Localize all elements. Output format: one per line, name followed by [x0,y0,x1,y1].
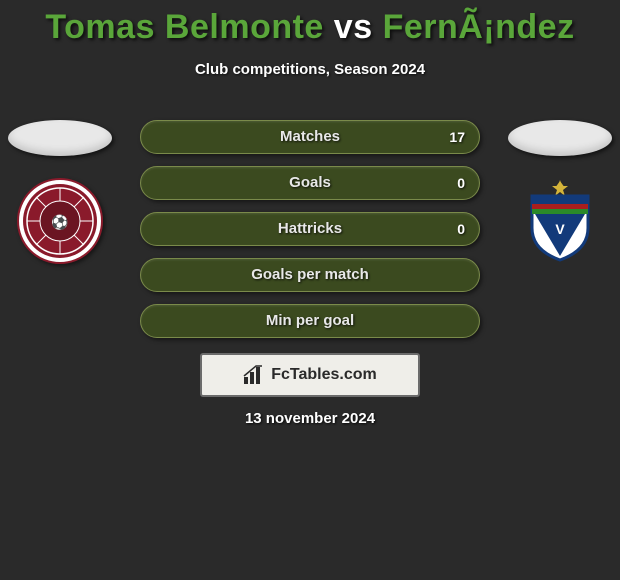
page-title: Tomas Belmonte vs FernÃ¡ndez [0,0,620,47]
svg-text:⚽: ⚽ [50,214,68,231]
stat-row-goals: Goals 0 [140,166,480,200]
branding-box[interactable]: FcTables.com [200,353,420,397]
player-left-avatar-placeholder [8,120,112,156]
stat-right-value: 0 [457,213,465,245]
player-right-column: V [500,120,620,264]
stat-label: Min per goal [141,305,479,337]
vs-separator: vs [334,8,373,46]
branding-label: FcTables.com [271,366,377,384]
player-right-avatar-placeholder [508,120,612,156]
stat-label: Hattricks [141,213,479,245]
stat-row-matches: Matches 17 [140,120,480,154]
footer-date: 13 november 2024 [0,410,620,427]
stat-list: Matches 17 Goals 0 Hattricks 0 Goals per… [140,120,480,350]
subtitle: Club competitions, Season 2024 [0,61,620,78]
stat-row-min-per-goal: Min per goal [140,304,480,338]
svg-text:V: V [555,221,565,237]
lanus-crest-icon: ⚽ [17,178,103,264]
bar-chart-icon [243,365,265,385]
player-left-name: Tomas Belmonte [45,8,323,46]
comparison-card: Tomas Belmonte vs FernÃ¡ndez Club compet… [0,0,620,580]
stat-row-hattricks: Hattricks 0 [140,212,480,246]
player-right-name: FernÃ¡ndez [383,8,575,46]
player-left-column: ⚽ [0,120,120,264]
velez-crest-icon: V [517,178,603,264]
club-crest-left: ⚽ [17,178,103,264]
stat-label: Goals [141,167,479,199]
stat-label: Matches [141,121,479,153]
stat-right-value: 0 [457,167,465,199]
stat-label: Goals per match [141,259,479,291]
stat-right-value: 17 [449,121,465,153]
club-crest-right: V [517,178,603,264]
stat-row-goals-per-match: Goals per match [140,258,480,292]
